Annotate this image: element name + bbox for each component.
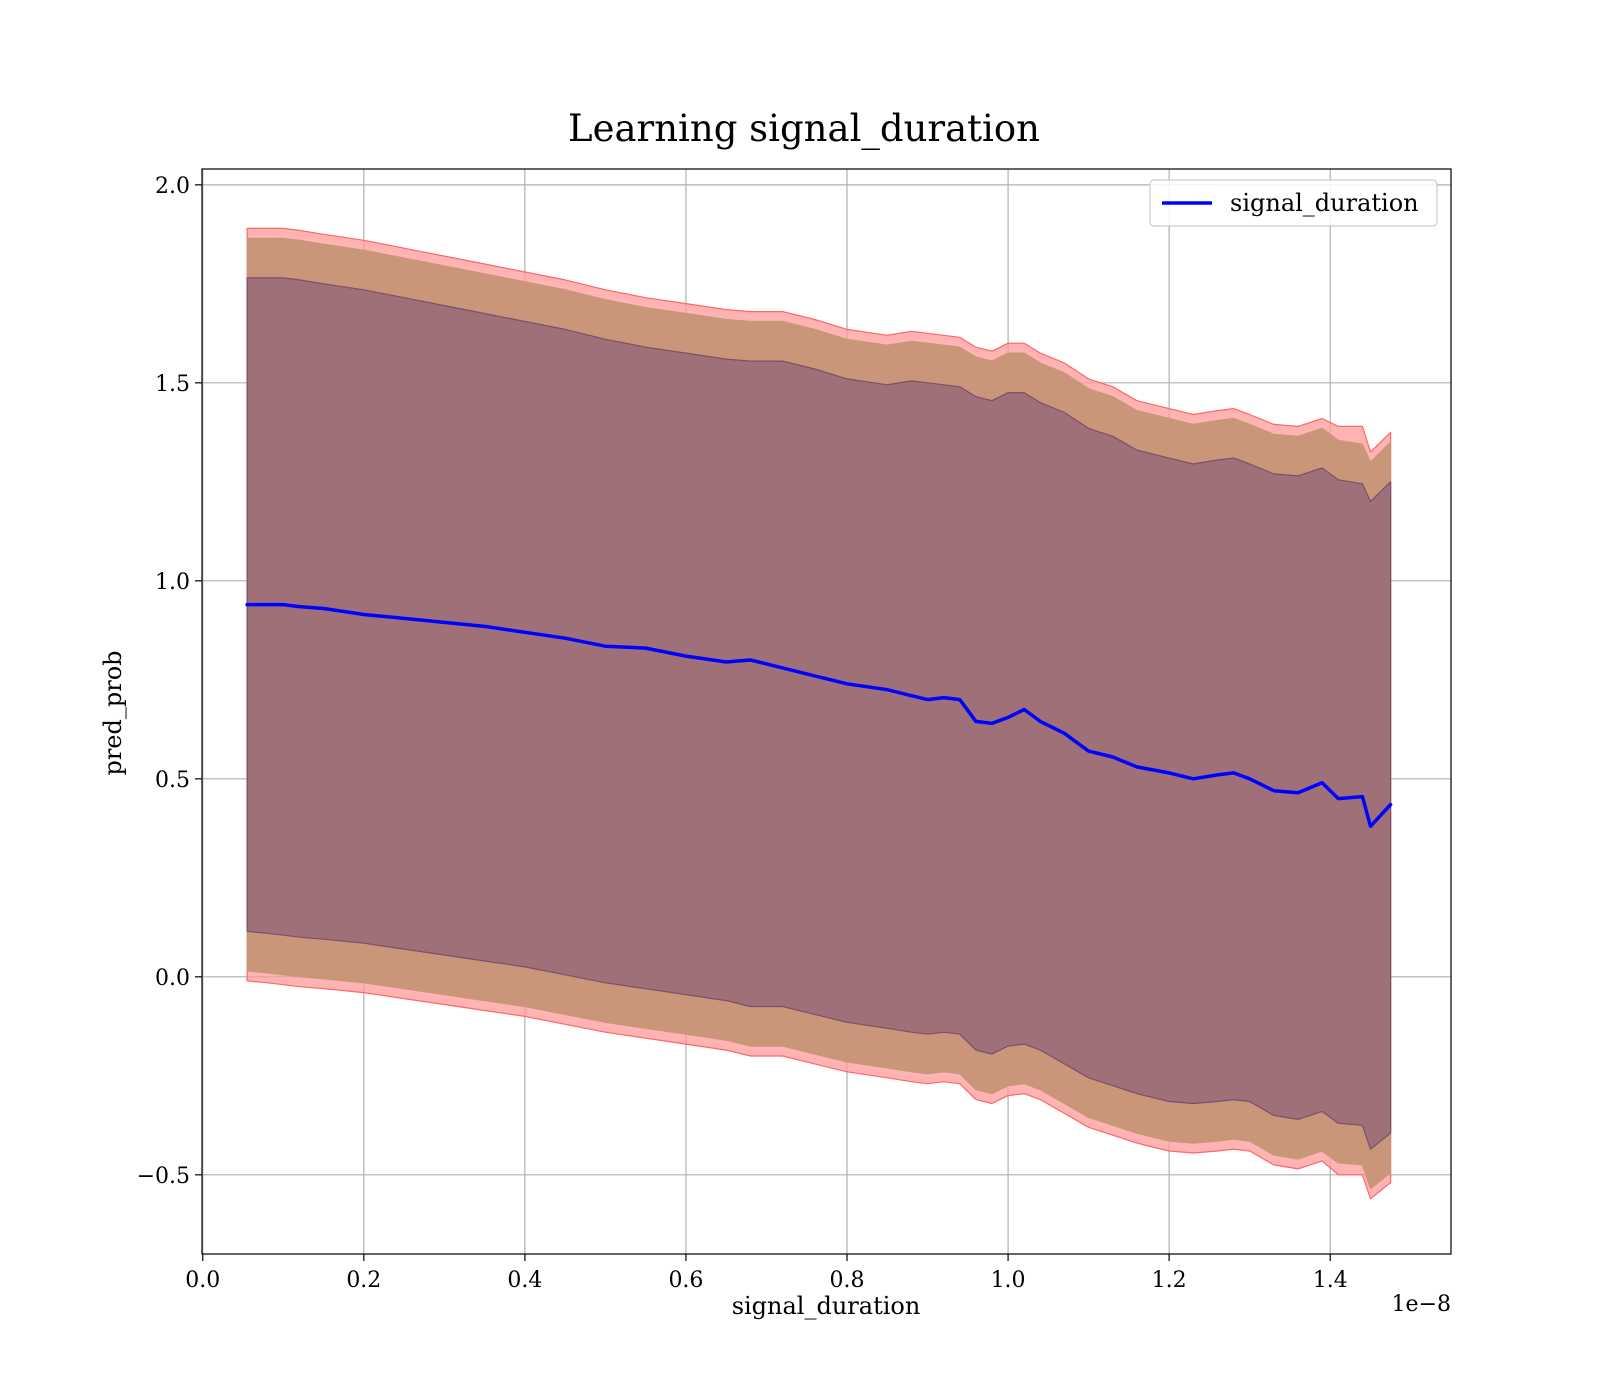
x-tick-label: 0.4 <box>507 1268 542 1293</box>
series-line-signal-duration <box>245 602 1393 829</box>
x-tick-label: 0.8 <box>830 1268 865 1293</box>
legend-box <box>1149 179 1438 227</box>
y-tick-label: 1.5 <box>155 372 190 397</box>
x-axis-label: signal_duration <box>732 1292 921 1320</box>
x-tick-label: 0.6 <box>668 1268 703 1293</box>
legend: signal_duration <box>1149 179 1438 227</box>
y-tick-label: 0.0 <box>155 966 190 991</box>
x-tick-label: 1.0 <box>991 1268 1026 1293</box>
y-tick-label: 2.0 <box>155 174 190 199</box>
x-tick-label: 0.0 <box>185 1268 220 1293</box>
y-tick-label: 0.5 <box>155 768 190 793</box>
y-axis-ticks: −0.5 0.0 0.5 1.0 1.5 2.0 <box>137 174 202 1189</box>
legend-label: signal_duration <box>1230 189 1419 217</box>
y-axis-label: pred_prob <box>99 650 127 775</box>
axes-frame <box>201 168 1452 1255</box>
x-tick-label: 0.2 <box>346 1268 381 1293</box>
x-axis-offset-label: 1e−8 <box>1392 1292 1451 1317</box>
series-lines <box>245 602 1393 829</box>
x-tick-label: 1.2 <box>1152 1268 1187 1293</box>
confidence-bands <box>246 227 1392 1200</box>
y-tick-label: −0.5 <box>137 1164 190 1189</box>
x-axis-ticks: 0.0 0.2 0.4 0.6 0.8 1.0 1.2 1.4 <box>185 1254 1348 1293</box>
x-tick-label: 1.4 <box>1313 1268 1348 1293</box>
plot-area: 0.0 0.2 0.4 0.6 0.8 1.0 1.2 1.4 −0.5 0.0 0.5 1.0 1.… <box>137 168 1452 1293</box>
chart-title: Learning signal_duration <box>568 107 1040 151</box>
confidence-band-inner <box>246 277 1392 1150</box>
y-tick-label: 1.0 <box>155 570 190 595</box>
